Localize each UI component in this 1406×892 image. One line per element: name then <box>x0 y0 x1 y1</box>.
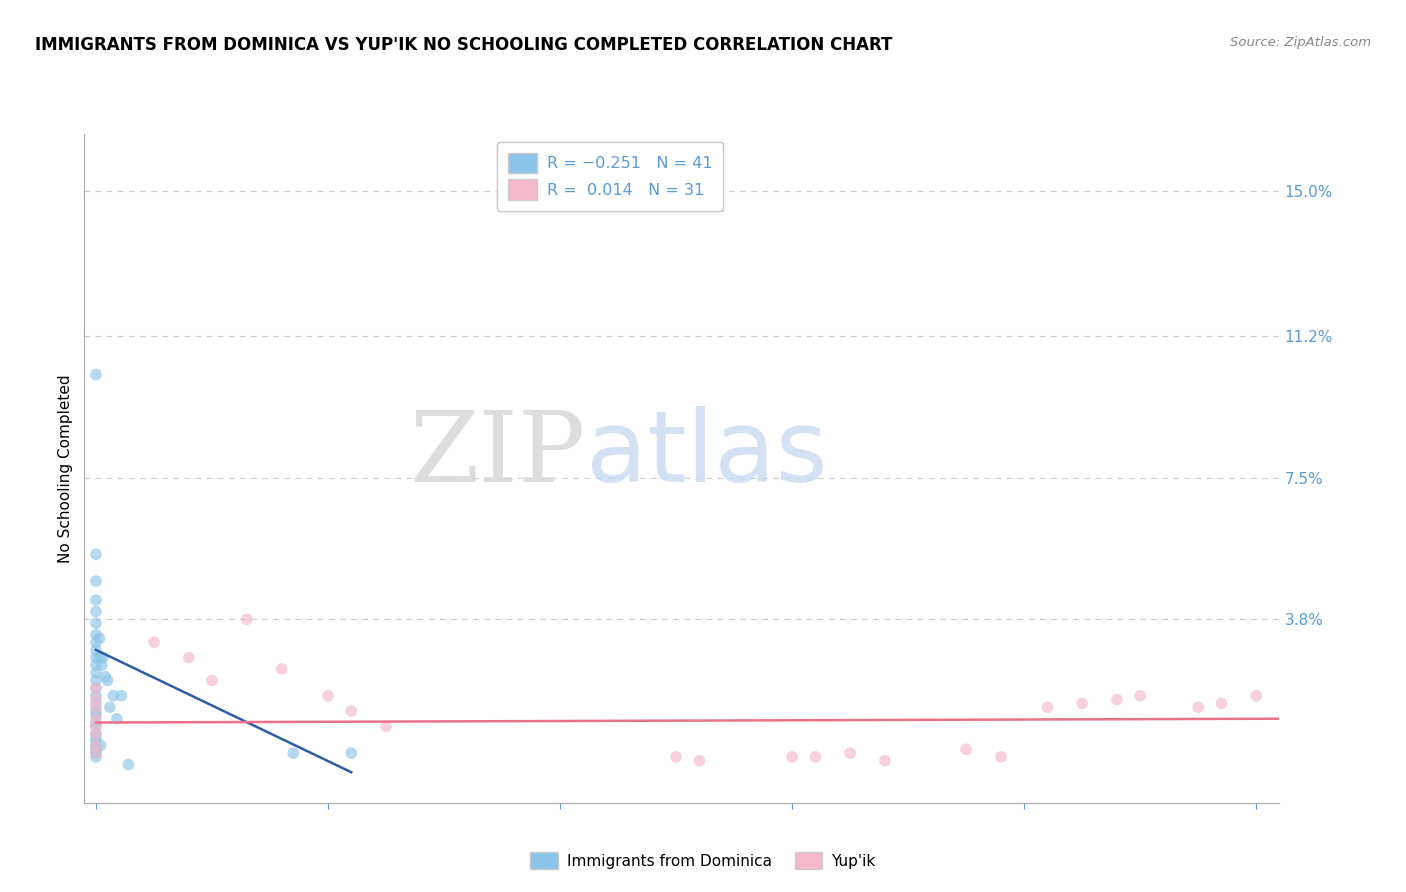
Point <box>110 689 132 703</box>
Point <box>84 673 107 688</box>
Point <box>340 704 363 718</box>
Point <box>1036 700 1059 714</box>
Point <box>103 689 125 703</box>
Point <box>990 750 1012 764</box>
Point <box>84 665 107 680</box>
Point <box>98 700 121 714</box>
Point <box>84 746 107 760</box>
Point <box>89 650 111 665</box>
Point <box>84 635 107 649</box>
Point <box>84 739 107 753</box>
Point <box>84 689 107 703</box>
Point <box>84 627 107 641</box>
Point <box>84 731 107 745</box>
Point <box>84 746 107 760</box>
Point <box>84 605 107 619</box>
Point <box>90 658 112 673</box>
Point <box>84 704 107 718</box>
Point <box>270 662 292 676</box>
Point <box>143 635 166 649</box>
Point <box>89 632 111 646</box>
Point <box>84 692 107 706</box>
Point <box>84 727 107 741</box>
Point <box>84 712 107 726</box>
Point <box>688 754 710 768</box>
Point <box>84 700 107 714</box>
Point <box>90 739 112 753</box>
Point <box>316 689 339 703</box>
Point <box>84 750 107 764</box>
Point <box>94 670 117 684</box>
Point <box>84 719 107 733</box>
Point <box>236 612 259 626</box>
Text: ZIP: ZIP <box>411 407 586 503</box>
Point <box>84 547 107 561</box>
Point <box>84 707 107 722</box>
Point <box>84 739 107 753</box>
Point <box>84 650 107 665</box>
Text: IMMIGRANTS FROM DOMINICA VS YUP'IK NO SCHOOLING COMPLETED CORRELATION CHART: IMMIGRANTS FROM DOMINICA VS YUP'IK NO SC… <box>35 36 893 54</box>
Point <box>84 368 107 382</box>
Point <box>283 746 305 760</box>
Point <box>780 750 803 764</box>
Point <box>84 727 107 741</box>
Point <box>84 681 107 695</box>
Point <box>1187 700 1209 714</box>
Point <box>84 681 107 695</box>
Point <box>84 742 107 756</box>
Text: Source: ZipAtlas.com: Source: ZipAtlas.com <box>1230 36 1371 49</box>
Point <box>91 650 114 665</box>
Point <box>340 746 363 760</box>
Point <box>177 650 200 665</box>
Point <box>1071 697 1094 711</box>
Point <box>84 616 107 631</box>
Point <box>804 750 827 764</box>
Point <box>97 673 120 688</box>
Point <box>84 658 107 673</box>
Point <box>84 719 107 733</box>
Point <box>105 712 128 726</box>
Point <box>84 715 107 730</box>
Point <box>375 719 398 733</box>
Legend: Immigrants from Dominica, Yup'ik: Immigrants from Dominica, Yup'ik <box>524 846 882 875</box>
Point <box>1211 697 1233 711</box>
Legend: R = −0.251   N = 41, R =  0.014   N = 31: R = −0.251 N = 41, R = 0.014 N = 31 <box>498 142 723 211</box>
Point <box>1105 692 1128 706</box>
Point <box>84 593 107 607</box>
Point <box>1129 689 1152 703</box>
Point <box>117 757 139 772</box>
Y-axis label: No Schooling Completed: No Schooling Completed <box>58 374 73 563</box>
Point <box>84 697 107 711</box>
Point <box>665 750 688 764</box>
Point <box>873 754 896 768</box>
Point <box>839 746 862 760</box>
Point <box>84 643 107 657</box>
Point <box>955 742 977 756</box>
Point <box>84 574 107 588</box>
Text: atlas: atlas <box>586 407 828 503</box>
Point <box>1244 689 1267 703</box>
Point <box>84 734 107 748</box>
Point <box>201 673 224 688</box>
